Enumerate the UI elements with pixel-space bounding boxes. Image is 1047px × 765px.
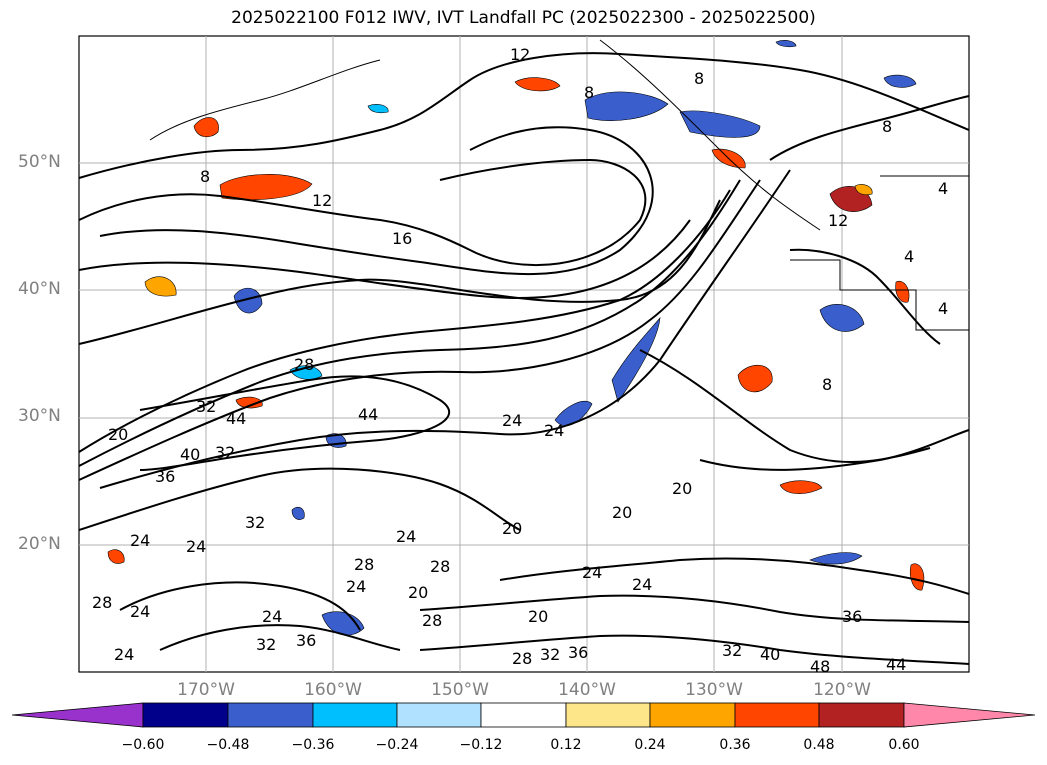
- contour-label: 24: [186, 537, 206, 556]
- contour-label: 20: [408, 583, 428, 602]
- contour-label: 32: [245, 513, 265, 532]
- colorbar: [11, 702, 1036, 728]
- contour-label: 24: [114, 645, 134, 664]
- colorbar-tick-label: 0.24: [634, 737, 666, 753]
- lat-label-30: 30°N: [18, 406, 61, 426]
- contour-label: 24: [544, 421, 564, 440]
- contour-label: 8: [694, 69, 704, 88]
- contour-label: 36: [842, 607, 862, 626]
- contour-label: 20: [108, 425, 128, 444]
- contour-label: 20: [502, 519, 522, 538]
- contour-label: 36: [155, 467, 175, 486]
- colorbar-tick-label: −0.60: [121, 737, 165, 753]
- colorbar-tick-label: 0.12: [550, 737, 582, 753]
- contour-label: 32: [722, 641, 742, 660]
- colorbar-segment: [142, 702, 229, 728]
- colorbar-tick-label: 0.36: [719, 737, 751, 753]
- contour-thin-lines: [149, 39, 969, 331]
- ivt-fill-regions: [107, 40, 925, 636]
- colorbar-segment: [312, 702, 398, 728]
- lon-label-140w: 140°W: [558, 680, 616, 700]
- map-title: 2025022100 F012 IWV, IVT Landfall PC (20…: [231, 8, 816, 28]
- contour-label: 32: [196, 397, 216, 416]
- contour-label: 36: [568, 643, 588, 662]
- contour-label: 4: [904, 247, 914, 266]
- colorbar-tick-label: 0.60: [888, 737, 920, 753]
- contour-label: 48: [810, 657, 830, 676]
- contour-label: 4: [938, 299, 948, 318]
- colorbar-segment: [396, 702, 482, 728]
- contour-label: 16: [392, 229, 412, 248]
- contour-label: 8: [584, 83, 594, 102]
- contour-label: 32: [540, 645, 560, 664]
- contour-label: 28: [422, 611, 442, 630]
- contour-label: 20: [528, 607, 548, 626]
- colorbar-segment: [480, 702, 567, 728]
- contour-label: 24: [502, 411, 522, 430]
- contour-label: 24: [396, 527, 416, 546]
- colorbar-tick-label: −0.36: [291, 737, 335, 753]
- contour-label: 20: [612, 503, 632, 522]
- colorbar-segment: [565, 702, 651, 728]
- colorbar-extend-left: [11, 702, 144, 728]
- iwv-contours: [78, 52, 970, 665]
- colorbar-segment: [227, 702, 314, 728]
- colorbar-tick-label: 0.48: [803, 737, 835, 753]
- contour-label: 24: [130, 602, 150, 621]
- lon-label-120w: 120°W: [813, 680, 871, 700]
- contour-label: 24: [632, 575, 652, 594]
- contour-label: 20: [672, 479, 692, 498]
- contour-label: 28: [354, 555, 374, 574]
- contour-label: 24: [262, 607, 282, 626]
- contour-label: 40: [180, 445, 200, 464]
- map-frame: [78, 35, 970, 673]
- colorbar-tick-label: −0.24: [375, 737, 419, 753]
- colorbar-segment: [818, 702, 905, 728]
- contour-label: 24: [130, 531, 150, 550]
- contour-label-group: 12 8 8 8 8 12 16 28 32 44 44 40 36 20 32…: [92, 45, 948, 676]
- lon-label-130w: 130°W: [685, 680, 743, 700]
- contour-label: 8: [822, 375, 832, 394]
- contour-label: 24: [582, 563, 602, 582]
- colorbar-segment: [649, 702, 736, 728]
- colorbar-tick-label: −0.12: [459, 737, 503, 753]
- contour-label: 28: [430, 557, 450, 576]
- contour-label: 8: [200, 167, 210, 186]
- contour-label: 12: [510, 45, 530, 64]
- contour-label: 8: [882, 117, 892, 136]
- colorbar-tick-label: −0.48: [206, 737, 250, 753]
- contour-label: 36: [296, 631, 316, 650]
- contour-label: 28: [92, 593, 112, 612]
- contour-label: 32: [256, 635, 276, 654]
- contour-label: 24: [346, 577, 366, 596]
- lon-label-150w: 150°W: [431, 680, 489, 700]
- lon-label-160w: 160°W: [304, 680, 362, 700]
- contour-label: 28: [512, 649, 532, 668]
- lat-label-40: 40°N: [18, 279, 61, 299]
- contour-label: 12: [828, 211, 848, 230]
- contour-label: 44: [886, 655, 906, 674]
- contour-label: 44: [226, 409, 246, 428]
- contour-label: 28: [294, 355, 314, 374]
- lat-label-20: 20°N: [18, 534, 61, 554]
- contour-label: 4: [938, 179, 948, 198]
- contour-label: 44: [358, 405, 378, 424]
- lat-label-50: 50°N: [18, 152, 61, 172]
- colorbar-segment: [734, 702, 820, 728]
- lon-label-170w: 170°W: [177, 680, 235, 700]
- colorbar-extend-right: [903, 702, 1036, 728]
- contour-label: 12: [312, 191, 332, 210]
- contour-label: 32: [215, 443, 235, 462]
- contour-label: 40: [760, 645, 780, 664]
